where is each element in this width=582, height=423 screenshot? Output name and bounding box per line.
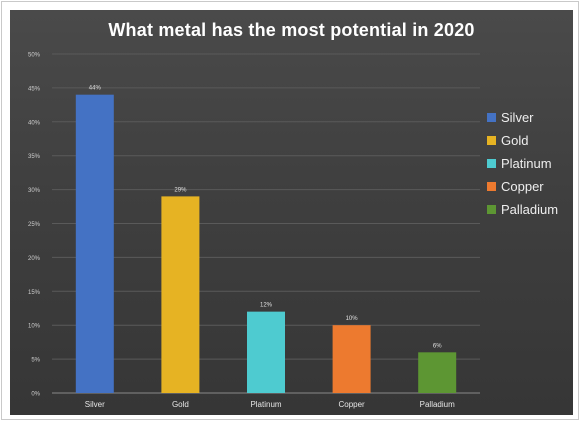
legend-label: Platinum [501, 156, 552, 171]
legend-swatch [487, 159, 496, 168]
y-tick-label: 30% [28, 188, 41, 194]
y-tick-label: 10% [28, 324, 41, 330]
legend-item: Copper [487, 175, 573, 198]
legend-label: Copper [501, 179, 544, 194]
x-tick-label: Platinum [250, 400, 281, 409]
legend-item: Platinum [487, 152, 573, 175]
legend-swatch [487, 136, 496, 145]
legend-label: Silver [501, 110, 534, 125]
bar-silver [75, 94, 114, 394]
bar-gold [161, 196, 200, 393]
y-tick-label: 40% [28, 120, 41, 126]
legend-item: Palladium [487, 198, 573, 221]
data-label: 6% [433, 343, 442, 349]
y-tick-label: 50% [28, 53, 41, 59]
bar-platinum [247, 311, 285, 393]
data-label: 12% [260, 303, 273, 309]
legend-swatch [487, 205, 496, 214]
y-tick-label: 0% [31, 392, 40, 398]
bar-copper [332, 325, 371, 393]
chart-title: What metal has the most potential in 202… [108, 20, 475, 40]
x-tick-label: Copper [338, 400, 365, 409]
legend-label: Palladium [501, 202, 559, 217]
data-label: 10% [346, 316, 359, 322]
bar-chart: 0% 5% 10% 15% 20% 25% 30% 35% 40% 45% 50% 44% Silver… [28, 53, 480, 409]
x-tick-label: Gold [172, 400, 189, 409]
legend-swatch [487, 182, 496, 191]
bar-palladium [418, 352, 457, 393]
chart-legend: Silver Gold Platinum Copper Palladium [487, 106, 573, 221]
chart-panel: What metal has the most potential in 202… [10, 10, 573, 415]
legend-item: Gold [487, 129, 573, 152]
legend-swatch [487, 113, 496, 122]
data-label: 44% [89, 86, 102, 92]
y-tick-label: 25% [28, 222, 41, 228]
y-tick-label: 20% [28, 256, 41, 262]
y-tick-label: 35% [28, 154, 41, 160]
data-label: 29% [174, 187, 187, 193]
x-tick-label: Palladium [420, 400, 455, 409]
y-tick-label: 5% [31, 358, 40, 364]
legend-label: Gold [501, 133, 529, 148]
x-tick-label: Silver [85, 400, 105, 409]
legend-item: Silver [487, 106, 573, 129]
y-tick-label: 45% [28, 86, 41, 92]
y-tick-label: 15% [28, 290, 41, 296]
